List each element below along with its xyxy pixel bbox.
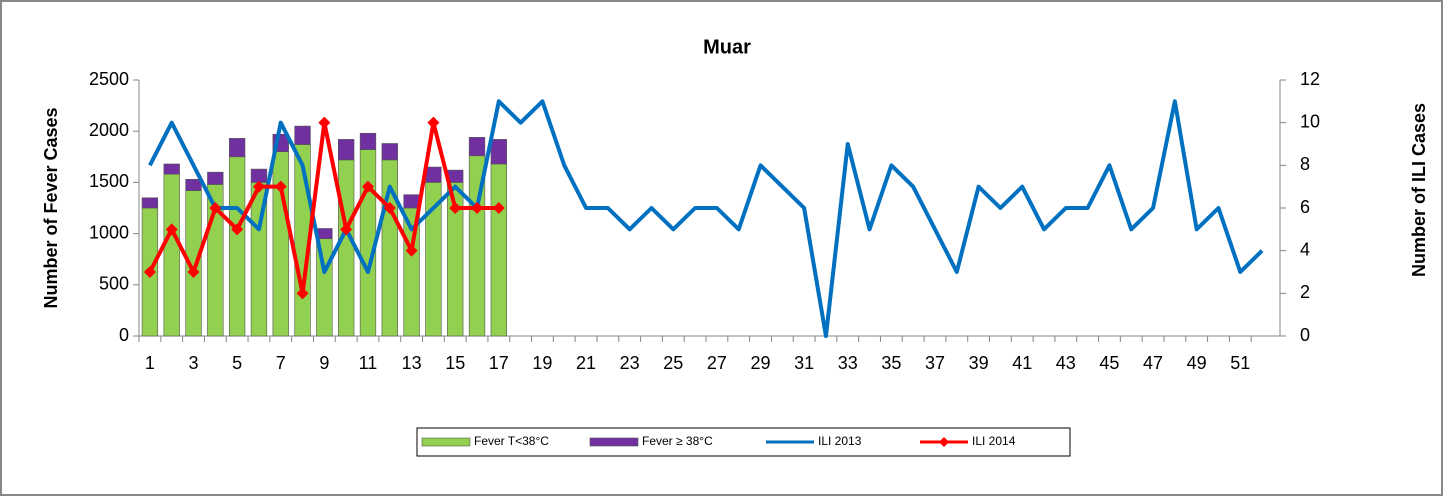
x-tick-label: 7 xyxy=(276,353,286,373)
x-tick-label: 11 xyxy=(359,353,378,373)
bar xyxy=(207,171,224,185)
marker xyxy=(492,202,505,214)
y2-tick-label: 8 xyxy=(1300,154,1310,174)
bar xyxy=(163,173,180,337)
marker xyxy=(296,287,309,300)
y2-axis-label: Number of ILI Cases xyxy=(1409,103,1429,277)
y-tick-label: 2000 xyxy=(89,120,129,140)
legend-swatch xyxy=(421,437,471,447)
bar xyxy=(490,163,507,337)
y2-tick-label: 0 xyxy=(1300,325,1310,345)
y2-tick-label: 6 xyxy=(1300,197,1310,217)
x-tick-label: 27 xyxy=(707,353,727,373)
x-tick-label: 49 xyxy=(1187,353,1207,373)
bar xyxy=(338,139,355,161)
x-tick-label: 9 xyxy=(319,353,329,373)
x-tick-label: 5 xyxy=(232,353,242,373)
marker xyxy=(187,266,200,278)
x-tick-label: 43 xyxy=(1056,353,1076,373)
bar xyxy=(381,143,398,161)
legend-marker xyxy=(939,437,949,447)
marker xyxy=(383,202,396,214)
marker xyxy=(449,202,462,214)
marker xyxy=(231,223,244,236)
bar xyxy=(338,159,355,337)
bar xyxy=(468,137,486,157)
y-tick-label: 500 xyxy=(99,274,129,294)
y2-tick-label: 10 xyxy=(1300,111,1320,131)
legend-label: ILI 2014 xyxy=(972,434,1016,448)
y2-tick-label: 4 xyxy=(1300,239,1310,259)
marker xyxy=(143,266,156,278)
legend-label: Fever T<38°C xyxy=(474,434,549,448)
marker xyxy=(340,223,353,236)
x-tick-label: 29 xyxy=(751,353,771,373)
chart-title: Muar xyxy=(703,36,751,58)
x-tick-label: 23 xyxy=(620,353,640,373)
x-tick-label: 39 xyxy=(969,353,989,373)
x-tick-label: 13 xyxy=(402,353,422,373)
y2-tick-label: 2 xyxy=(1300,282,1310,302)
y-axis-label: Number of Fever Cases xyxy=(41,107,61,308)
x-tick-label: 25 xyxy=(663,353,683,373)
bar xyxy=(163,163,180,175)
y-tick-label: 0 xyxy=(119,325,129,345)
marker xyxy=(274,180,287,193)
marker xyxy=(427,116,440,129)
legend-label: Fever ≥ 38°C xyxy=(642,434,713,448)
bar xyxy=(228,156,246,337)
x-tick-label: 19 xyxy=(532,353,552,373)
bar xyxy=(185,179,202,191)
x-tick-label: 17 xyxy=(489,353,509,373)
legend-swatch xyxy=(589,437,639,447)
x-tick-label: 15 xyxy=(445,353,465,373)
bar xyxy=(403,194,420,209)
y-tick-label: 1000 xyxy=(89,222,129,242)
x-tick-label: 1 xyxy=(145,353,155,373)
bar xyxy=(272,151,289,337)
x-tick-label: 3 xyxy=(189,353,199,373)
marker xyxy=(318,116,331,129)
bar xyxy=(490,139,507,165)
y2-tick-label: 12 xyxy=(1300,69,1320,89)
x-tick-label: 33 xyxy=(838,353,858,373)
x-tick-label: 21 xyxy=(576,353,596,373)
marker xyxy=(165,223,178,236)
bar xyxy=(141,197,159,209)
x-tick-label: 51 xyxy=(1230,353,1250,373)
x-tick-label: 35 xyxy=(881,353,901,373)
y-tick-label: 2500 xyxy=(89,69,129,89)
x-tick-label: 31 xyxy=(794,353,814,373)
bar xyxy=(250,168,268,183)
marker xyxy=(405,244,418,257)
bar xyxy=(359,132,377,150)
marker xyxy=(209,202,222,214)
bar xyxy=(425,166,442,183)
legend-label: ILI 2013 xyxy=(818,434,862,448)
bar xyxy=(228,138,246,158)
bar xyxy=(294,125,311,145)
x-tick-label: 45 xyxy=(1099,353,1119,373)
marker xyxy=(252,180,265,193)
y-tick-label: 1500 xyxy=(89,171,129,191)
marker xyxy=(361,180,374,193)
marker xyxy=(471,202,484,214)
x-tick-label: 41 xyxy=(1012,353,1032,373)
x-tick-label: 47 xyxy=(1143,353,1163,373)
line xyxy=(148,99,1264,338)
x-tick-label: 37 xyxy=(925,353,945,373)
